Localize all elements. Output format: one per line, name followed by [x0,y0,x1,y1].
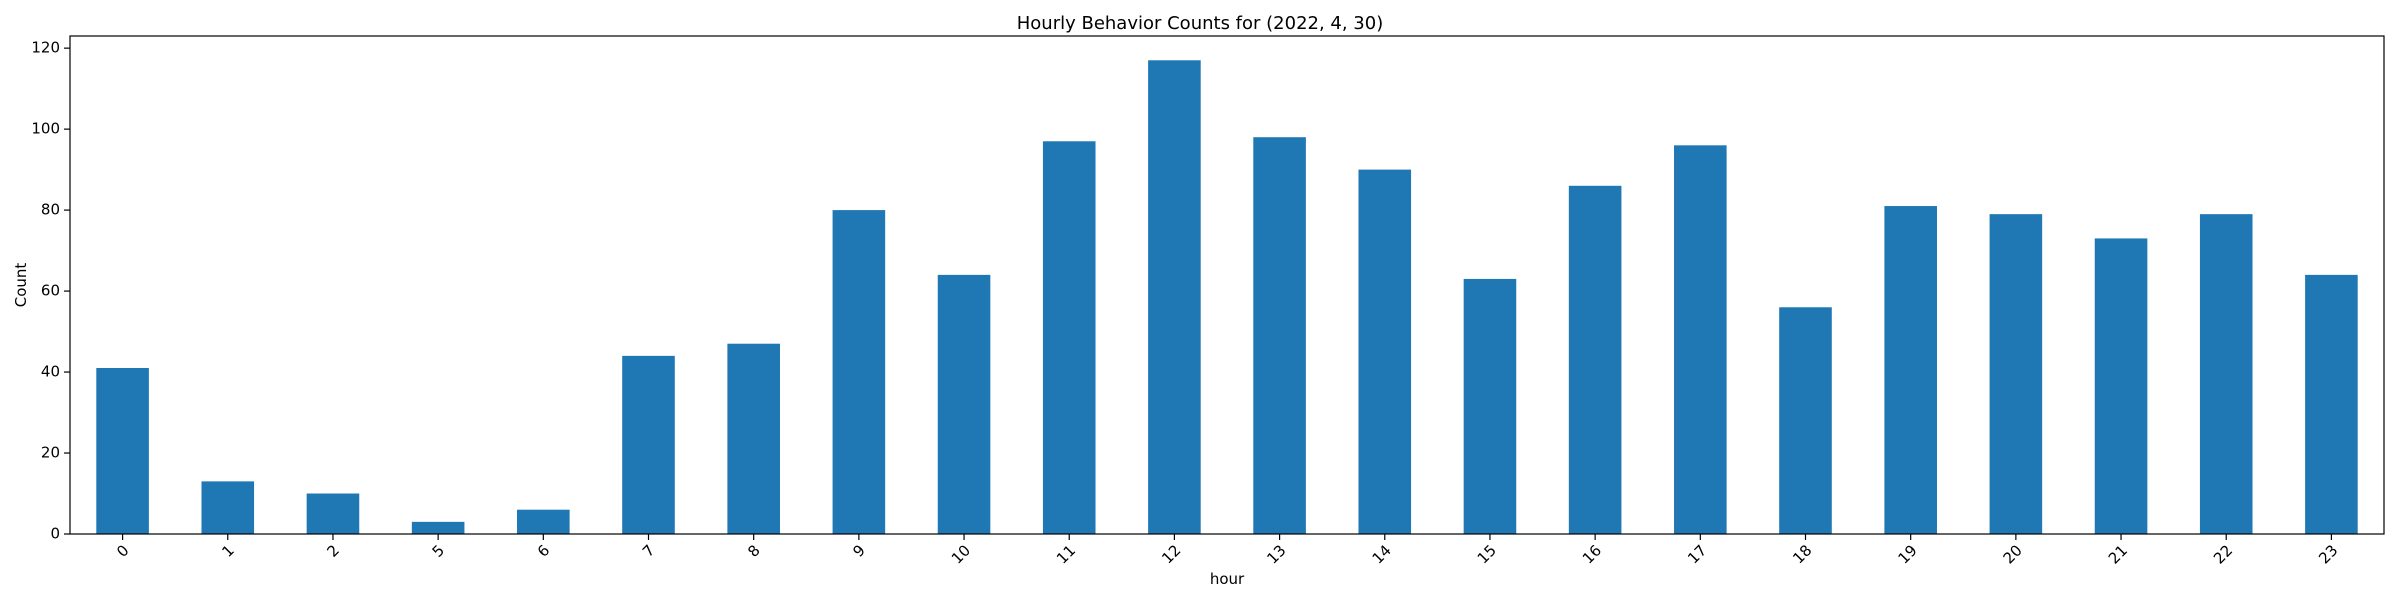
x-tick-label: 19 [1894,541,1920,567]
bar-hour-0 [96,368,149,534]
x-tick-label: 21 [2105,541,2131,567]
bar-hour-16 [1568,185,1622,535]
x-tick-label: 23 [2315,541,2341,567]
x-tick-label: 1 [218,541,237,560]
bar-hour-5 [411,521,465,534]
y-axis: 0 20 40 60 80 100 120 [31,39,70,543]
x-tick-label: 15 [1474,541,1500,567]
bars-group [96,60,2358,535]
bar-hour-2 [306,493,360,534]
plot-frame [69,35,2385,535]
x-tick-label: 22 [2210,541,2236,567]
bar-hour-8 [727,343,780,534]
x-tick-label: 9 [849,541,868,560]
x-tick-label: 0 [113,541,132,560]
bar-hour-15 [1463,278,1517,534]
x-tick-label: 6 [534,541,553,560]
x-tick-label: 17 [1684,541,1710,567]
x-tick-label: 5 [429,541,448,560]
bar-hour-13 [1253,137,1306,534]
x-axis-title: hour [1210,570,1245,588]
bar-hour-18 [1779,307,1832,534]
bar-hour-1 [201,481,255,534]
chart-title: Hourly Behavior Counts for (2022, 4, 30) [1017,13,1384,34]
x-tick-label: 20 [2000,541,2026,567]
bar-hour-20 [1989,214,2043,534]
bar-hour-12 [1148,60,1201,534]
bar-hour-11 [1042,141,1096,534]
x-tick-label: 11 [1053,541,1079,567]
y-tick-label: 120 [31,39,60,57]
x-tick-label: 18 [1789,541,1815,567]
x-tick-label: 13 [1263,541,1289,567]
x-tick-label: 14 [1369,541,1395,567]
x-tick-label: 7 [639,541,658,560]
bar-hour-21 [2094,238,2148,534]
bar-hour-7 [622,355,675,534]
y-tick-label: 60 [41,282,60,300]
y-tick-label: 80 [41,201,60,219]
bar-hour-6 [517,509,570,534]
bar-hour-10 [937,274,991,534]
x-tick-label: 10 [948,541,974,567]
bar-hour-19 [1884,206,1937,535]
x-tick-label: 2 [323,541,342,560]
bar-hour-9 [832,210,886,534]
y-tick-label: 20 [41,444,60,462]
bar-hour-17 [1674,145,1727,534]
bar-hour-14 [1358,169,1412,535]
bar-hour-23 [2305,274,2358,534]
y-tick-label: 0 [50,525,60,543]
y-tick-label: 100 [31,120,60,138]
bar-hour-22 [2199,214,2253,534]
y-axis-title: Count [12,263,30,308]
x-tick-label: 12 [1158,541,1184,567]
x-tick-label: 16 [1579,541,1605,567]
x-tick-label: 8 [744,541,763,560]
x-axis: 0 1 2 5 6 7 8 9 10 11 12 13 14 15 16 17 18 19 20 21 22 23 [113,534,2341,568]
y-tick-label: 40 [41,363,60,381]
